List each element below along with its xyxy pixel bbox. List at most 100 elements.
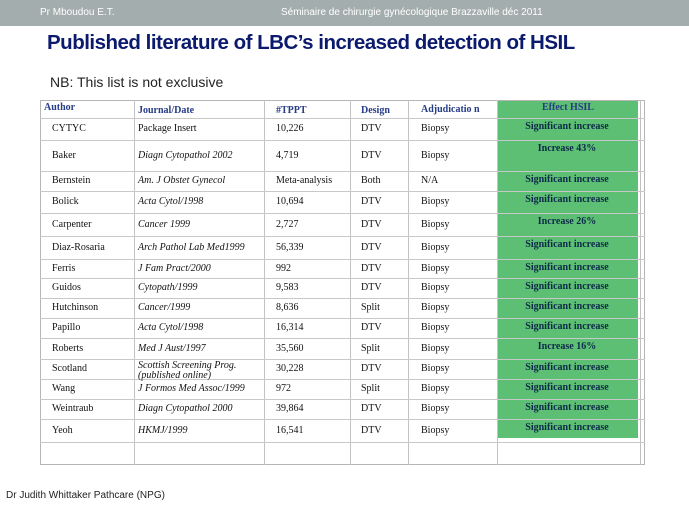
cell-effect: Significant increase	[525, 422, 609, 433]
cell-journal: Acta Cytol/1998	[138, 322, 204, 333]
row-divider	[40, 171, 645, 172]
row-divider	[40, 278, 645, 279]
cell-tppt: 35,560	[276, 343, 304, 354]
header-author: Pr Mboudou E.T.	[40, 7, 115, 18]
row-divider	[40, 213, 645, 214]
cell-design: DTV	[361, 322, 382, 333]
cell-author: Diaz-Rosaria	[52, 242, 105, 253]
cell-author: Hutchinson	[52, 302, 99, 313]
cell-tppt: 4,719	[276, 150, 299, 161]
cell-author: Bolick	[52, 196, 79, 207]
row-divider	[40, 259, 645, 260]
cell-journal: Package Insert	[138, 123, 197, 134]
cell-adj: Biopsy	[421, 363, 450, 374]
cell-journal: Am. J Obstet Gynecol	[138, 175, 226, 186]
cell-tppt: 16,541	[276, 425, 304, 436]
cell-adj: Biopsy	[421, 219, 450, 230]
cell-author: Carpenter	[52, 219, 92, 230]
cell-journal: Diagn Cytopathol 2002	[138, 150, 233, 161]
row-divider	[40, 419, 645, 420]
column-divider	[134, 100, 135, 465]
cell-effect: Significant increase	[525, 362, 609, 373]
cell-adj: Biopsy	[421, 282, 450, 293]
cell-author: Bernstein	[52, 175, 91, 186]
column-divider	[408, 100, 409, 465]
header-journal-col: Journal/Date	[138, 105, 195, 116]
cell-adj: Biopsy	[421, 123, 450, 134]
column-divider	[640, 100, 641, 465]
cell-journal: Acta Cytol/1998	[138, 196, 204, 207]
column-divider	[350, 100, 351, 465]
slide-title: Published literature of LBC’s increased …	[47, 31, 575, 54]
cell-author: Guidos	[52, 282, 81, 293]
cell-tppt: Meta-analysis	[276, 175, 333, 186]
cell-adj: Biopsy	[421, 263, 450, 274]
cell-adj: N/A	[421, 175, 439, 186]
cell-author: CYTYC	[52, 123, 86, 134]
cell-tppt: 56,339	[276, 242, 304, 253]
cell-tppt: 16,314	[276, 322, 304, 333]
header-design-col: Design	[361, 105, 390, 116]
row-divider	[40, 191, 645, 192]
cell-effect: Significant increase	[525, 121, 609, 132]
cell-author: Papillo	[52, 322, 81, 333]
cell-journal: Diagn Cytopathol 2000	[138, 403, 233, 414]
cell-author: Baker	[52, 150, 76, 161]
cell-design: Split	[361, 383, 380, 394]
cell-tppt: 10,226	[276, 123, 304, 134]
cell-journal: Med J Aust/1997	[138, 343, 206, 354]
row-divider	[40, 318, 645, 319]
cell-design: DTV	[361, 196, 382, 207]
cell-journal: Scottish Screening Prog. (published onli…	[138, 360, 237, 381]
cell-tppt: 10,694	[276, 196, 304, 207]
cell-design: DTV	[361, 403, 382, 414]
column-divider	[264, 100, 265, 465]
header-adjudication-col: Adjudicatio n	[421, 104, 480, 115]
cell-design: DTV	[361, 425, 382, 436]
cell-adj: Biopsy	[421, 322, 450, 333]
header-seminar: Séminaire de chirurgie gynécologique Bra…	[281, 7, 543, 18]
cell-design: DTV	[361, 242, 382, 253]
cell-adj: Biopsy	[421, 196, 450, 207]
footer-credit: Dr Judith Whittaker Pathcare (NPG)	[6, 490, 165, 501]
cell-effect: Significant increase	[525, 239, 609, 250]
column-divider	[497, 100, 498, 465]
cell-design: Split	[361, 302, 380, 313]
cell-journal: HKMJ/1999	[138, 425, 188, 436]
cell-journal: Cancer/1999	[138, 302, 191, 313]
table-border	[40, 100, 645, 465]
cell-effect: Significant increase	[525, 382, 609, 393]
row-divider	[40, 379, 645, 380]
row-divider	[40, 298, 645, 299]
cell-journal: Arch Pathol Lab Med1999	[138, 242, 245, 253]
cell-effect: Increase 26%	[537, 216, 597, 227]
cell-adj: Biopsy	[421, 425, 450, 436]
header-tppt-col: #TPPT	[276, 105, 307, 116]
row-divider	[40, 118, 645, 119]
effect-column-highlight	[498, 101, 638, 438]
cell-effect: Significant increase	[525, 402, 609, 413]
row-divider	[40, 442, 645, 443]
cell-author: Ferris	[52, 263, 76, 274]
cell-effect: Significant increase	[525, 301, 609, 312]
cell-effect: Increase 16%	[537, 341, 597, 352]
cell-effect: Increase 43%	[537, 143, 597, 154]
cell-journal: Cytopath/1999	[138, 282, 198, 293]
cell-tppt: 992	[276, 263, 291, 274]
row-divider	[40, 236, 645, 237]
cell-journal: J Fam Pract/2000	[138, 263, 211, 274]
cell-author: Wang	[52, 383, 76, 394]
cell-adj: Biopsy	[421, 242, 450, 253]
cell-design: DTV	[361, 150, 382, 161]
cell-adj: Biopsy	[421, 150, 450, 161]
cell-tppt: 9,583	[276, 282, 299, 293]
cell-effect: Significant increase	[525, 262, 609, 273]
cell-effect: Significant increase	[525, 194, 609, 205]
cell-adj: Biopsy	[421, 383, 450, 394]
cell-tppt: 972	[276, 383, 291, 394]
cell-tppt: 2,727	[276, 219, 299, 230]
literature-table: Author Journal/Date #TPPT Design Adjudic…	[40, 100, 645, 465]
cell-author: Scotland	[52, 363, 87, 374]
cell-journal: J Formos Med Assoc/1999	[138, 383, 245, 394]
header-effect-col: Effect HSIL	[542, 102, 594, 113]
